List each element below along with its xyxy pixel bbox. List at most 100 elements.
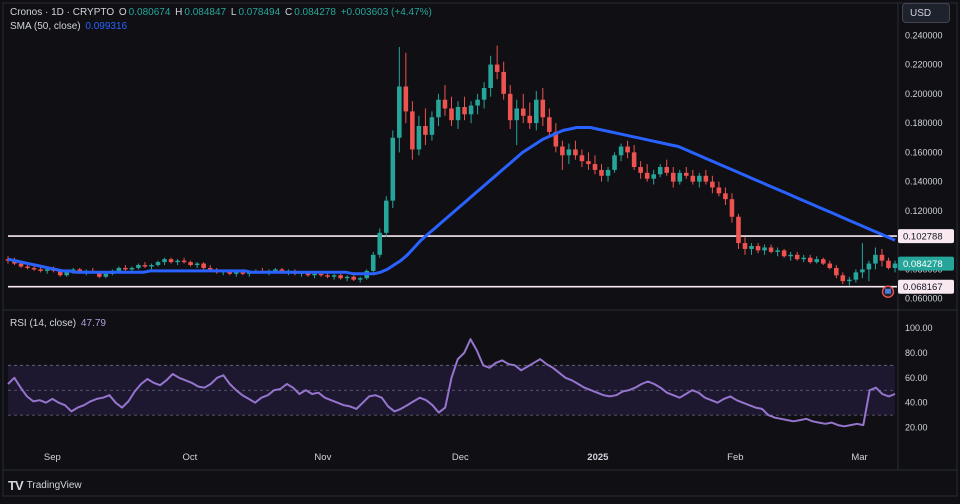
candle-body: [377, 232, 383, 255]
candle: [664, 159, 670, 176]
rsi-tick-label: 80.00: [905, 348, 928, 358]
candle: [827, 260, 833, 270]
candle: [507, 85, 513, 129]
candle-body: [38, 269, 43, 271]
symbol-title[interactable]: Cronos · 1D · CRYPTO: [10, 7, 115, 18]
candle-body: [768, 247, 774, 252]
candle: [860, 243, 865, 279]
candle-body: [814, 259, 820, 263]
candle-body: [690, 175, 696, 182]
candle: [481, 82, 487, 109]
candle-body: [501, 71, 506, 94]
candle-body: [240, 272, 246, 274]
candle-body: [775, 250, 780, 252]
candle-body: [455, 107, 461, 121]
candle: [814, 256, 820, 264]
candle: [162, 257, 167, 266]
candle: [599, 164, 604, 182]
current-price-label: 0.084278: [898, 256, 954, 271]
candle: [201, 262, 206, 270]
candle: [462, 96, 467, 121]
candle-body: [351, 276, 356, 280]
candle: [377, 228, 383, 258]
candle: [892, 260, 898, 273]
candle-body: [44, 269, 50, 271]
candle: [527, 102, 533, 129]
tradingview-logo[interactable]: TV TradingView: [8, 478, 82, 493]
candle: [886, 257, 891, 270]
candle: [194, 262, 200, 268]
candle: [840, 272, 846, 285]
candle-body: [873, 254, 878, 264]
candle-body: [181, 260, 187, 263]
candle: [775, 247, 780, 257]
candle: [612, 152, 617, 173]
candle-body: [547, 117, 552, 132]
candle-body: [175, 260, 180, 263]
support-price-label-text: 0.068167: [903, 282, 943, 293]
candle: [175, 259, 180, 266]
time-tick-label: 2025: [587, 452, 609, 463]
rsi-value: 47.79: [80, 318, 106, 329]
rsi-tick-label: 20.00: [905, 423, 928, 433]
candle-body: [436, 99, 441, 118]
candle: [677, 169, 683, 185]
candle-body: [755, 246, 761, 251]
close-label: C: [284, 7, 293, 18]
candle: [520, 93, 526, 124]
candle-body: [801, 257, 806, 260]
candle-body: [592, 164, 598, 170]
candle: [690, 169, 696, 185]
candle-body: [827, 263, 833, 268]
sma-legend[interactable]: SMA (50, close) 0.099316: [10, 21, 129, 32]
price-tick-label: 0.240000: [905, 30, 943, 40]
candle: [605, 167, 611, 182]
candle: [351, 275, 356, 282]
candle-body: [494, 64, 500, 72]
currency-button[interactable]: USD: [902, 3, 950, 23]
candle: [742, 237, 748, 255]
price-tick-label: 0.140000: [905, 177, 943, 187]
candle-body: [123, 267, 128, 270]
candle-body: [64, 272, 69, 276]
candle: [442, 85, 448, 116]
candle: [547, 108, 552, 138]
candle: [488, 55, 493, 97]
candle-body: [136, 265, 141, 268]
candle-body: [462, 107, 467, 115]
candle: [553, 123, 559, 153]
time-tick-label: Feb: [727, 452, 743, 463]
candle-body: [449, 108, 454, 121]
candle: [657, 164, 663, 178]
candle: [788, 251, 793, 261]
candle-body: [677, 172, 683, 182]
current-price-label-text: 0.084278: [903, 259, 943, 270]
candle: [344, 275, 350, 282]
price-tick-label: 0.200000: [905, 89, 943, 99]
candle: [781, 248, 787, 258]
candle-body: [142, 265, 148, 267]
candle: [579, 149, 585, 167]
candle-body: [788, 254, 793, 257]
candle-body: [207, 267, 213, 270]
candle-body: [162, 259, 167, 263]
candle: [449, 96, 454, 127]
candle-body: [305, 272, 311, 276]
candle-body: [840, 275, 846, 282]
candle: [181, 257, 187, 264]
rsi-legend[interactable]: RSI (14, close) 47.79: [10, 318, 108, 329]
candle-body: [729, 199, 735, 217]
candle: [123, 265, 128, 271]
candle: [873, 247, 878, 270]
candle-body: [553, 131, 559, 147]
time-tick-label: Nov: [314, 452, 331, 463]
candle-body: [625, 146, 630, 153]
candle-body: [697, 175, 702, 182]
candle-body: [403, 86, 409, 112]
candle: [755, 243, 761, 254]
candle: [618, 143, 624, 162]
time-tick-label: Sep: [44, 452, 61, 463]
candle-body: [853, 272, 859, 280]
